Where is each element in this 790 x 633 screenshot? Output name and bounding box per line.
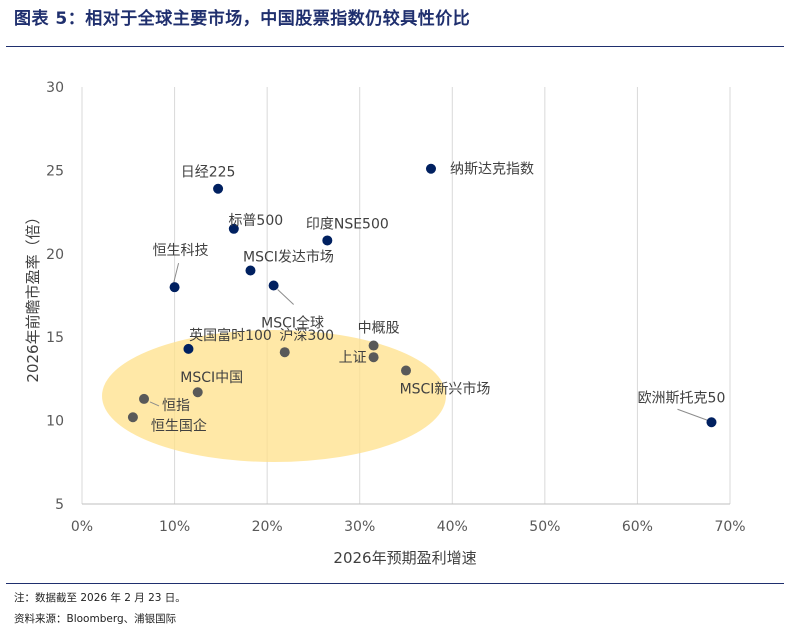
footnote: 注：数据截至 2026 年 2 月 23 日。 (14, 592, 186, 604)
y-tick-label: 15 (46, 330, 64, 346)
global-market-point (169, 282, 180, 293)
data-label: 印度NSE500 (306, 216, 389, 232)
global-market-point (213, 183, 224, 194)
title-divider (6, 46, 784, 47)
china-indices-highlight-ellipse (102, 330, 446, 462)
global-market-point (245, 265, 256, 276)
y-tick-label: 25 (46, 163, 64, 179)
x-axis-title: 2026年预期盈利增速 (333, 549, 476, 567)
label-leader-line (277, 289, 294, 305)
global-market-point (183, 343, 194, 354)
x-tick-label: 50% (529, 519, 560, 535)
china-index-point (139, 393, 150, 404)
page-title: 图表 5：相对于全球主要市场，中国股票指数仍较具性价比 (14, 9, 471, 29)
china-index-point (368, 340, 379, 351)
data-label: 恒指 (162, 398, 190, 414)
label-leader-line (677, 408, 708, 421)
x-tick-label: 30% (344, 519, 375, 535)
x-tick-label: 70% (714, 519, 745, 535)
data-label: 英国富时100 (189, 327, 272, 344)
china-index-point (368, 352, 379, 363)
data-label: 标普500 (228, 213, 283, 229)
data-labels: 纳斯达克指数 日经225 标普500 印度NSE500 MSCI发达市场 恒生科技 MSCI… (151, 162, 725, 435)
pe-vs-growth-scatter-chart: 0% 10% 20% 30% 40% 50% 60% 70% 5 10 15 20 25 30 纳斯达克指… (24, 80, 746, 567)
china-index-point (192, 387, 203, 398)
x-tick-label: 40% (437, 519, 468, 535)
y-tick-label: 30 (46, 80, 64, 96)
label-leader-line (149, 401, 160, 407)
y-tick-label: 20 (46, 247, 64, 263)
global-market-point (268, 280, 279, 291)
global-market-point (228, 223, 239, 234)
global-market-point (425, 163, 436, 174)
data-points (127, 163, 717, 428)
china-index-point (127, 412, 138, 423)
gridlines (81, 87, 731, 504)
label-leader-line (173, 263, 180, 284)
x-tick-label: 20% (252, 519, 283, 535)
china-index-point (279, 347, 290, 358)
data-label: MSCI全球 (261, 314, 324, 331)
x-tick-label: 10% (159, 519, 190, 535)
data-label: 沪深300 (279, 328, 334, 344)
data-label: 日经225 (181, 165, 236, 181)
data-label: 中概股 (358, 321, 400, 337)
global-market-point (706, 417, 717, 428)
y-tick-label: 5 (55, 497, 64, 513)
y-axis-title: 2026年前瞻市盈率（倍） (24, 209, 42, 382)
data-label: MSCI中国 (180, 370, 243, 386)
x-tick-label: 0% (71, 519, 93, 535)
global-market-point (322, 235, 333, 246)
data-label: 欧洲斯托克50 (638, 390, 726, 406)
axis-ticks: 0% 10% 20% 30% 40% 50% 60% 70% 5 10 15 20 25 30 (46, 80, 745, 535)
data-label: 恒生国企 (151, 417, 207, 434)
data-label: 上证 (339, 350, 367, 366)
label-leaders (149, 263, 708, 421)
china-index-point (401, 365, 411, 376)
footer-divider (6, 583, 784, 584)
data-label: MSCI新兴市场 (400, 381, 491, 398)
x-tick-label: 60% (622, 519, 653, 535)
source-note: 资料来源：Bloomberg、浦银国际 (14, 613, 177, 625)
y-tick-label: 10 (46, 414, 64, 430)
data-label: 恒生科技 (153, 243, 209, 259)
data-label: MSCI发达市场 (243, 248, 334, 265)
data-label: 纳斯达克指数 (450, 162, 534, 178)
